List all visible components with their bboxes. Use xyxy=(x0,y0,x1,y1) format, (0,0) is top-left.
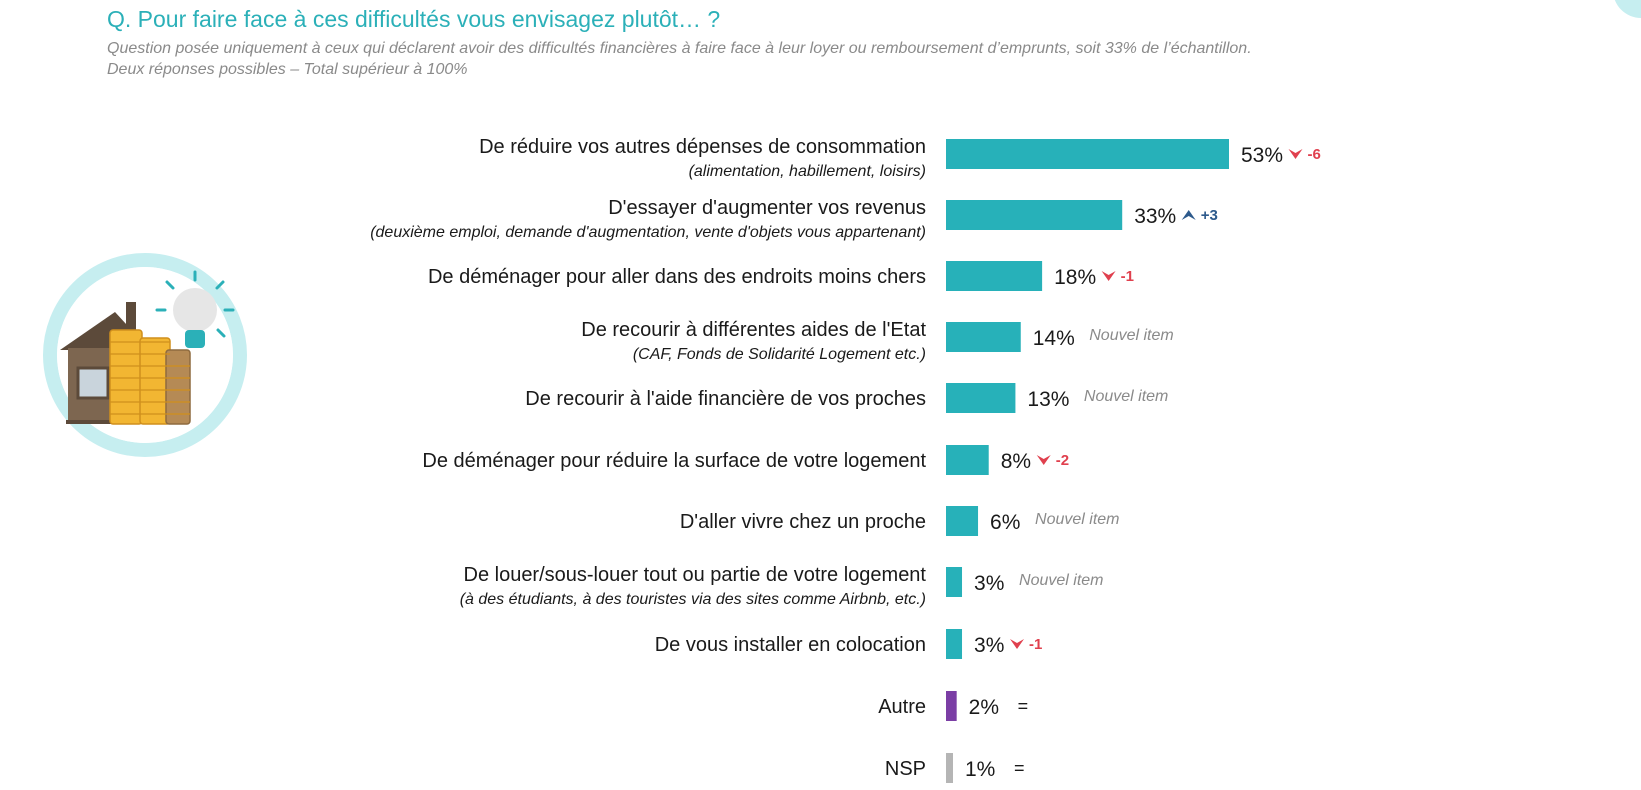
value-label: 13% xyxy=(1027,388,1069,411)
category-label: De déménager pour réduire la surface de … xyxy=(422,450,926,472)
house-coins-lightbulb-icon xyxy=(43,253,247,457)
category-sublabel: (deuxième emploi, demande d'augmentation… xyxy=(370,224,926,241)
category-label: NSP xyxy=(885,758,926,780)
bar xyxy=(946,567,963,597)
category-sublabel: (à des étudiants, à des touristes via de… xyxy=(460,591,926,608)
trend-up-icon xyxy=(1181,210,1196,220)
category-label: De recourir à différentes aides de l'Eta… xyxy=(581,319,926,341)
bar xyxy=(946,691,957,721)
value-label: 14% xyxy=(1033,327,1075,350)
value-label: 2% xyxy=(969,696,999,719)
category-label: De vous installer en colocation xyxy=(655,634,926,656)
bar xyxy=(946,506,979,536)
value-label: 3% xyxy=(974,634,1004,657)
trend-delta: -2 xyxy=(1056,452,1069,469)
corner-decoration xyxy=(1614,0,1641,18)
category-label: D'essayer d'augmenter vos revenus xyxy=(608,197,926,219)
trend-equal: = xyxy=(1018,696,1029,716)
trend-delta: -1 xyxy=(1121,268,1134,285)
value-label: 18% xyxy=(1054,266,1096,289)
bar xyxy=(946,383,1016,413)
trend-delta: +3 xyxy=(1201,207,1218,224)
category-sublabel: (alimentation, habillement, loisirs) xyxy=(689,163,926,180)
chart-title: Q. Pour faire face à ces difficultés vou… xyxy=(107,6,721,32)
value-label: 53% xyxy=(1241,144,1283,167)
trend-down-icon xyxy=(1101,271,1116,281)
bar xyxy=(946,139,1229,169)
trend-down-icon xyxy=(1010,639,1025,649)
bar xyxy=(946,200,1123,230)
value-label: 8% xyxy=(1001,450,1031,473)
category-label: Autre xyxy=(878,696,926,718)
trend-down-icon xyxy=(1036,455,1051,465)
subtitle-line-2: Deux réponses possibles – Total supérieu… xyxy=(107,61,468,78)
trend-delta: -1 xyxy=(1029,636,1042,653)
subtitle-line-1: Question posée uniquement à ceux qui déc… xyxy=(107,40,1252,57)
trend-down-icon xyxy=(1288,149,1303,159)
new-item-note: Nouvel item xyxy=(1035,511,1119,528)
chart-subtitle: Question posée uniquement à ceux qui déc… xyxy=(107,38,1252,80)
category-label: De louer/sous-louer tout ou partie de vo… xyxy=(464,564,927,586)
bar xyxy=(946,445,989,475)
bar xyxy=(946,322,1021,352)
value-label: 1% xyxy=(965,758,995,781)
new-item-note: Nouvel item xyxy=(1019,572,1103,589)
bar xyxy=(946,261,1043,291)
bar xyxy=(946,629,963,659)
category-label: De recourir à l'aide financière de vos p… xyxy=(525,388,926,410)
new-item-note: Nouvel item xyxy=(1084,388,1168,405)
category-sublabel: (CAF, Fonds de Solidarité Logement etc.) xyxy=(633,346,926,363)
value-label: 6% xyxy=(990,511,1020,534)
value-label: 33% xyxy=(1134,205,1176,228)
bar xyxy=(946,753,953,783)
value-label: 3% xyxy=(974,572,1004,595)
category-label: D'aller vivre chez un proche xyxy=(680,511,926,533)
trend-equal: = xyxy=(1014,758,1025,778)
new-item-note: Nouvel item xyxy=(1089,327,1173,344)
trend-delta: -6 xyxy=(1308,146,1321,163)
category-label: De réduire vos autres dépenses de consom… xyxy=(479,136,926,158)
category-label: De déménager pour aller dans des endroit… xyxy=(428,266,926,288)
